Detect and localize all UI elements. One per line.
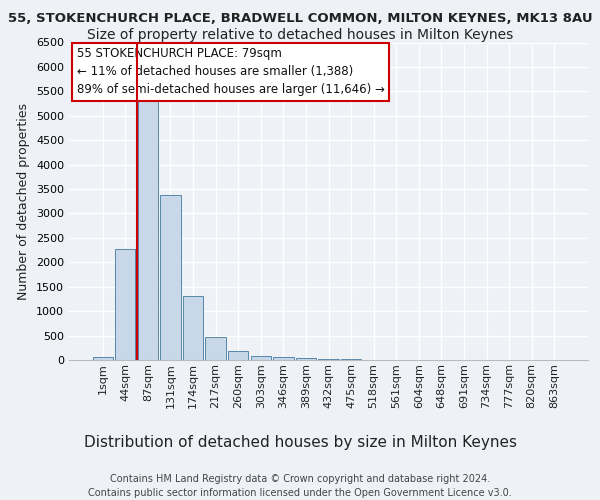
Bar — [228, 351, 248, 360]
Text: Size of property relative to detached houses in Milton Keynes: Size of property relative to detached ho… — [87, 28, 513, 42]
Text: 55 STOKENCHURCH PLACE: 79sqm
← 11% of detached houses are smaller (1,388)
89% of: 55 STOKENCHURCH PLACE: 79sqm ← 11% of de… — [77, 48, 385, 96]
Bar — [138, 96, 158, 360]
Bar — [205, 336, 226, 360]
Bar — [341, 359, 361, 360]
Bar — [319, 358, 338, 360]
Bar — [296, 358, 316, 360]
Text: Distribution of detached houses by size in Milton Keynes: Distribution of detached houses by size … — [83, 435, 517, 450]
Bar — [160, 195, 181, 360]
Bar — [115, 248, 136, 360]
Bar — [251, 356, 271, 360]
Text: Contains HM Land Registry data © Crown copyright and database right 2024.
Contai: Contains HM Land Registry data © Crown c… — [88, 474, 512, 498]
Bar — [92, 356, 113, 360]
Bar — [183, 296, 203, 360]
Y-axis label: Number of detached properties: Number of detached properties — [17, 103, 31, 300]
Bar — [273, 358, 293, 360]
Text: 55, STOKENCHURCH PLACE, BRADWELL COMMON, MILTON KEYNES, MK13 8AU: 55, STOKENCHURCH PLACE, BRADWELL COMMON,… — [8, 12, 592, 26]
